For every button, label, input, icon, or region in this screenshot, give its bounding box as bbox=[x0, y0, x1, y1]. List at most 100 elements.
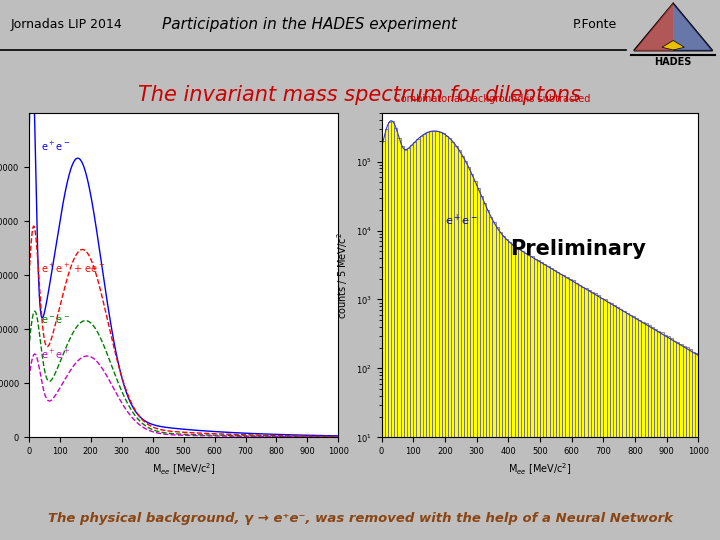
Bar bbox=[397, 138, 400, 507]
Bar bbox=[508, 242, 511, 507]
Bar bbox=[654, 329, 657, 507]
Bar bbox=[619, 309, 622, 507]
Bar bbox=[454, 146, 458, 507]
Bar bbox=[537, 260, 540, 507]
Bar bbox=[540, 262, 543, 507]
Bar bbox=[483, 203, 486, 507]
Text: e$^+$e$^+$ + ee$^-$: e$^+$e$^+$ + ee$^-$ bbox=[40, 261, 105, 275]
Bar bbox=[685, 347, 689, 507]
Bar bbox=[464, 161, 467, 507]
Bar bbox=[407, 148, 410, 507]
Bar bbox=[689, 349, 692, 507]
X-axis label: M$_{ee}$ [MeV/c$^2$]: M$_{ee}$ [MeV/c$^2$] bbox=[508, 462, 572, 477]
Bar bbox=[470, 174, 474, 507]
Bar bbox=[683, 346, 685, 507]
Bar bbox=[622, 311, 626, 507]
Bar bbox=[569, 279, 572, 507]
Bar bbox=[527, 255, 531, 507]
Text: e$^+$e$^+$: e$^+$e$^+$ bbox=[40, 348, 70, 361]
Bar bbox=[499, 232, 502, 507]
Bar bbox=[590, 292, 594, 507]
Bar bbox=[511, 245, 515, 507]
Bar bbox=[515, 247, 518, 507]
Polygon shape bbox=[673, 3, 713, 51]
Text: e$^+$e$^-$: e$^+$e$^-$ bbox=[40, 140, 70, 153]
Bar bbox=[436, 131, 438, 507]
Bar bbox=[546, 266, 549, 507]
Bar bbox=[632, 316, 635, 507]
Bar bbox=[616, 307, 619, 507]
Bar bbox=[388, 122, 391, 507]
Bar bbox=[391, 122, 395, 507]
Bar bbox=[410, 145, 413, 507]
Y-axis label: counts / 5 MeV$/$c$^2$: counts / 5 MeV$/$c$^2$ bbox=[336, 232, 350, 319]
Bar bbox=[543, 264, 546, 507]
Bar bbox=[696, 353, 698, 507]
Bar bbox=[572, 280, 575, 507]
Bar bbox=[492, 222, 495, 507]
Bar bbox=[606, 302, 610, 507]
Bar bbox=[585, 288, 588, 507]
Bar bbox=[556, 272, 559, 507]
Bar bbox=[448, 138, 451, 507]
Bar bbox=[613, 305, 616, 507]
Text: e$^-$e$^-$: e$^-$e$^-$ bbox=[40, 315, 70, 326]
Bar bbox=[594, 293, 597, 507]
Bar bbox=[518, 249, 521, 507]
Bar bbox=[432, 131, 436, 507]
Bar bbox=[642, 322, 644, 507]
Bar bbox=[660, 333, 664, 507]
Bar bbox=[480, 196, 483, 507]
Bar bbox=[416, 139, 420, 507]
Bar bbox=[575, 282, 578, 507]
Bar bbox=[648, 325, 651, 507]
Polygon shape bbox=[662, 40, 685, 50]
Bar bbox=[438, 132, 442, 507]
Bar bbox=[597, 295, 600, 507]
Bar bbox=[581, 287, 585, 507]
Bar bbox=[657, 330, 660, 507]
Bar bbox=[420, 136, 423, 507]
Polygon shape bbox=[634, 3, 673, 51]
Text: P.Fonte: P.Fonte bbox=[572, 18, 616, 31]
Bar bbox=[467, 167, 470, 507]
Bar bbox=[600, 298, 603, 507]
Bar bbox=[461, 156, 464, 507]
Bar bbox=[474, 181, 477, 507]
Bar bbox=[562, 275, 565, 507]
Text: Combinatorial background is subtracted: Combinatorial background is subtracted bbox=[395, 93, 590, 104]
Bar bbox=[521, 251, 524, 507]
Text: The invariant mass spectrum for dileptons: The invariant mass spectrum for dilepton… bbox=[138, 85, 582, 105]
Bar bbox=[553, 269, 556, 507]
Bar bbox=[676, 342, 680, 507]
Text: Jornadas LIP 2014: Jornadas LIP 2014 bbox=[11, 18, 122, 31]
Bar bbox=[559, 274, 562, 507]
Text: HADES: HADES bbox=[654, 57, 692, 67]
Bar bbox=[495, 227, 499, 507]
Bar bbox=[670, 338, 673, 507]
Text: Participation in the HADES experiment: Participation in the HADES experiment bbox=[162, 17, 457, 32]
Bar bbox=[451, 141, 454, 507]
Bar bbox=[610, 303, 613, 507]
Bar bbox=[673, 341, 676, 507]
Bar bbox=[382, 140, 384, 507]
Bar bbox=[651, 327, 654, 507]
Bar bbox=[524, 253, 527, 507]
Bar bbox=[664, 335, 667, 507]
Bar bbox=[423, 134, 426, 507]
Bar bbox=[445, 136, 448, 507]
Bar bbox=[404, 150, 407, 507]
Text: Preliminary: Preliminary bbox=[510, 239, 646, 260]
Bar bbox=[549, 268, 553, 507]
Bar bbox=[626, 313, 629, 507]
Bar bbox=[458, 150, 461, 507]
Polygon shape bbox=[634, 3, 713, 51]
Bar bbox=[667, 336, 670, 507]
Text: e$^+$e$^-$: e$^+$e$^-$ bbox=[445, 213, 478, 228]
Bar bbox=[638, 320, 642, 507]
Bar bbox=[603, 299, 606, 507]
Bar bbox=[565, 277, 569, 507]
Bar bbox=[502, 236, 505, 507]
Bar bbox=[531, 256, 534, 507]
Bar bbox=[384, 129, 388, 507]
